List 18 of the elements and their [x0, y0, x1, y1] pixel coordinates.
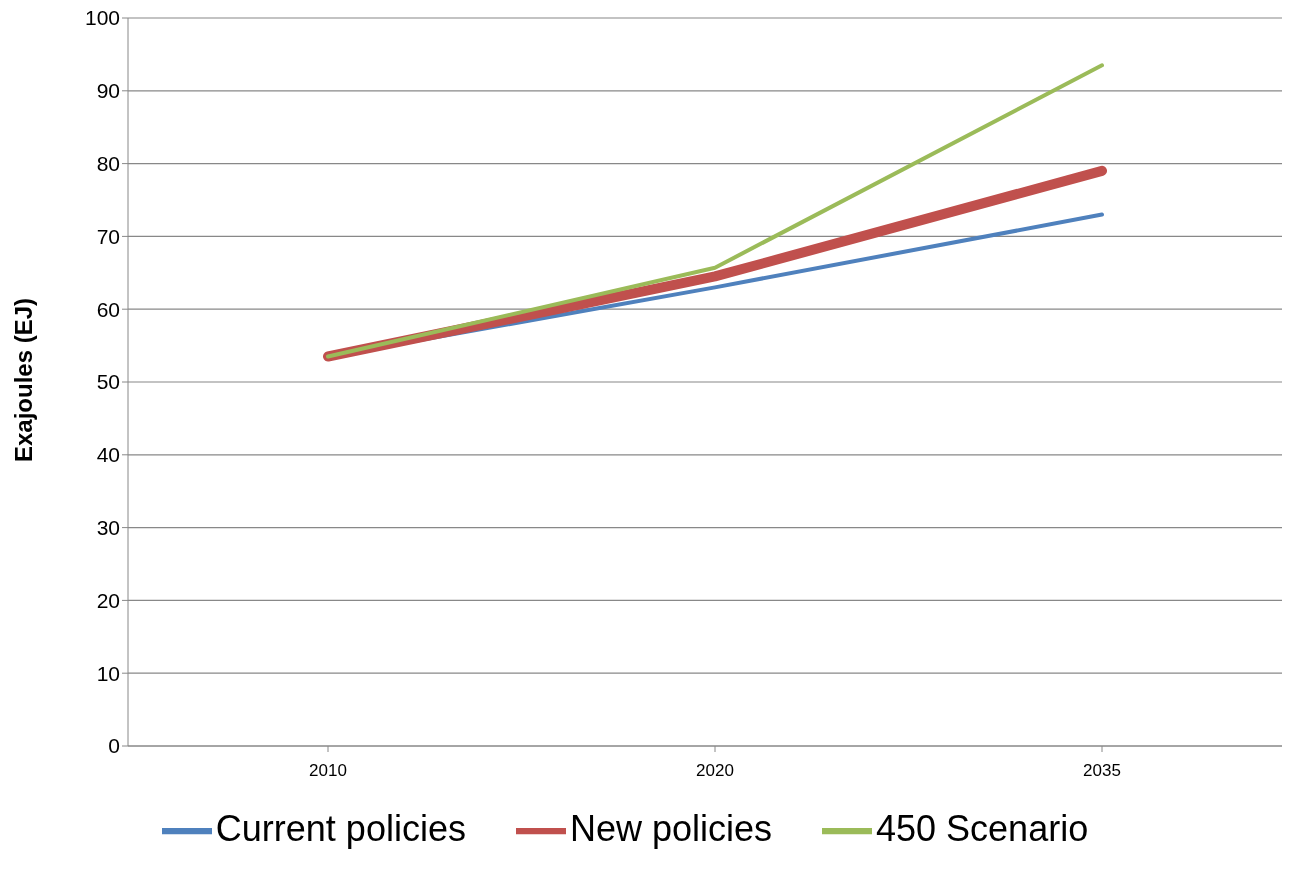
y-tick-label: 80	[96, 152, 120, 176]
y-tick-label: 30	[96, 516, 120, 540]
legend-label: New policies	[569, 807, 773, 849]
x-tick-label: 2020	[696, 761, 734, 781]
y-tick-label: 0	[108, 734, 120, 758]
y-tick-label: 60	[96, 297, 120, 321]
legend-label: Current policies	[215, 807, 466, 849]
y-tick-label: 70	[96, 224, 120, 248]
y-tick-label: 100	[84, 6, 120, 30]
y-tick-label: 20	[96, 588, 120, 612]
y-axis-title: Exajoules (EJ)	[9, 297, 37, 462]
y-tick-label: 40	[96, 443, 120, 467]
y-tick-label: 10	[96, 661, 120, 685]
x-tick-label: 2035	[1083, 761, 1121, 781]
x-tick-label: 2010	[309, 761, 347, 781]
y-tick-label: 90	[96, 79, 120, 103]
y-tick-label: 50	[96, 370, 120, 394]
legend-label: 450 Scenario	[876, 807, 1089, 849]
